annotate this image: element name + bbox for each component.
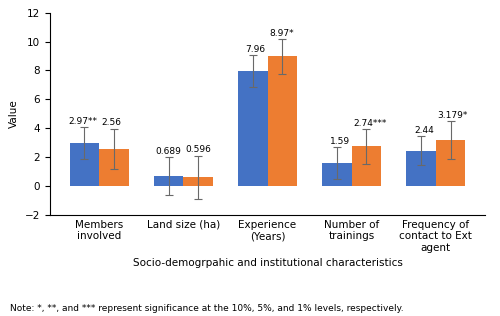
Y-axis label: Value: Value xyxy=(10,100,20,128)
Bar xyxy=(352,146,381,186)
Text: Note: *, **, and *** represent significance at the 10%, 5%, and 1% levels, respe: Note: *, **, and *** represent significa… xyxy=(10,304,404,313)
Text: 2.97**: 2.97** xyxy=(68,117,98,126)
Bar xyxy=(268,57,297,186)
Bar xyxy=(184,177,213,186)
Text: 2.56: 2.56 xyxy=(101,118,121,127)
Bar xyxy=(99,149,128,186)
Bar xyxy=(238,71,268,186)
Text: 3.179*: 3.179* xyxy=(438,111,468,120)
Text: 2.44: 2.44 xyxy=(414,126,434,135)
Bar xyxy=(70,143,99,186)
Bar xyxy=(322,163,352,186)
Bar xyxy=(436,140,465,186)
Text: 1.59: 1.59 xyxy=(330,137,350,146)
Text: 0.596: 0.596 xyxy=(185,145,211,154)
X-axis label: Socio-demogrpahic and institutional characteristics: Socio-demogrpahic and institutional char… xyxy=(132,258,402,269)
Bar xyxy=(154,176,184,186)
Text: 7.96: 7.96 xyxy=(246,45,266,54)
Text: 8.97*: 8.97* xyxy=(269,29,294,38)
Text: 2.74***: 2.74*** xyxy=(354,118,386,128)
Bar xyxy=(406,151,436,186)
Text: 0.689: 0.689 xyxy=(156,147,182,156)
